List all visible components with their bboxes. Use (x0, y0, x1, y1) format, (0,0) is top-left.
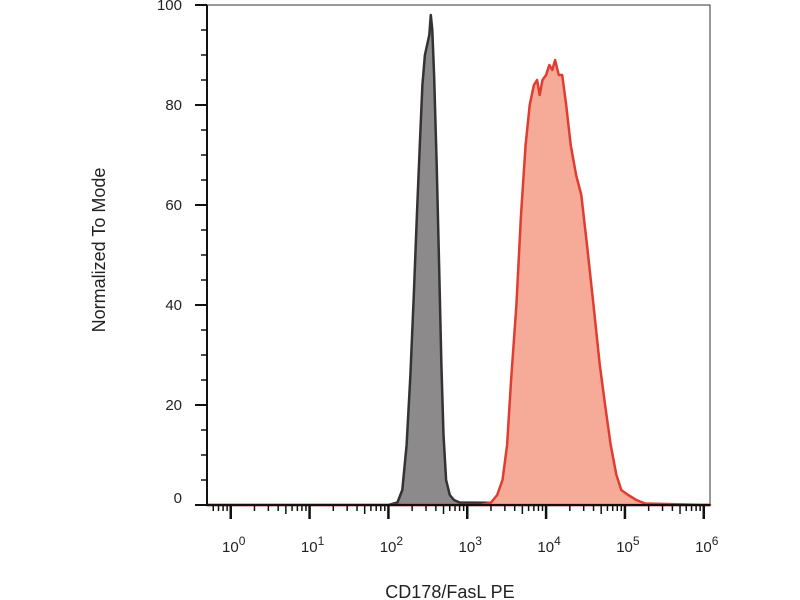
x-tick-label: 100 (222, 534, 246, 556)
x-tick-label: 101 (301, 534, 325, 556)
y-axis-title: Normalized To Mode (89, 168, 109, 333)
y-tick-label: 40 (165, 297, 182, 314)
series-1-histogram (205, 13, 712, 507)
y-tick-label: 60 (165, 197, 182, 214)
series-layer (205, 13, 712, 507)
y-tick-label: 80 (165, 97, 182, 114)
y-tick-label: 100 (157, 0, 182, 14)
y-ticks: 0 20 40 60 80 100 (157, 0, 207, 507)
x-tick-label: 106 (695, 534, 719, 556)
x-tick-label: 104 (537, 534, 561, 556)
x-axis-title: CD178/FasL PE (385, 582, 514, 600)
x-tick-label: 105 (616, 534, 640, 556)
series-2-histogram (205, 58, 712, 507)
y-tick-label: 0 (174, 490, 182, 507)
x-tick-label: 102 (380, 534, 404, 556)
x-ticks: 100 101 102 103 104 105 106 (212, 505, 719, 556)
plot-frame (206, 4, 711, 506)
x-tick-label: 103 (459, 534, 483, 556)
y-tick-label: 20 (165, 397, 182, 414)
